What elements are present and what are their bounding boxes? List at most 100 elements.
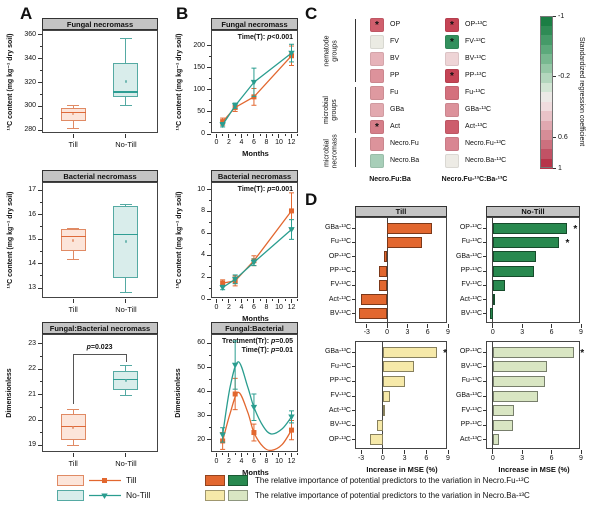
bar-op-c bbox=[492, 222, 568, 234]
x-tick bbox=[125, 299, 127, 303]
y-tick-label: 300 bbox=[24, 102, 36, 110]
x-minor-tick bbox=[234, 299, 236, 301]
importance-swatch bbox=[228, 475, 248, 486]
y-tick bbox=[38, 368, 42, 370]
y-tick bbox=[38, 58, 42, 60]
whisker-cap bbox=[119, 395, 132, 397]
whisker-no-till bbox=[125, 278, 127, 293]
x-tick bbox=[215, 134, 217, 138]
marker-square bbox=[220, 280, 226, 286]
y-tick-label: 10 bbox=[197, 185, 205, 193]
y-tick bbox=[207, 111, 211, 113]
marker-triangle-down bbox=[219, 432, 226, 439]
series-canvas bbox=[219, 43, 295, 129]
legend-label-no-till: No-Till bbox=[126, 490, 151, 500]
cat-tick bbox=[483, 366, 486, 368]
x-tick bbox=[580, 324, 582, 328]
colorbar-tick bbox=[553, 167, 556, 169]
x-tick bbox=[265, 134, 267, 138]
marker-triangle-down bbox=[250, 259, 258, 266]
bar-pp-c bbox=[492, 419, 514, 431]
cat-tick bbox=[483, 424, 486, 426]
category-label-act-c: Act-¹³C bbox=[328, 295, 351, 303]
y-tick bbox=[207, 276, 211, 278]
colorbar-step bbox=[540, 101, 553, 112]
group-bracket-line bbox=[355, 138, 356, 167]
legend-swatch-no-till bbox=[57, 490, 84, 501]
whisker-till bbox=[72, 440, 74, 446]
column-footer: Necro.Fu-¹³C:Ba-¹³C bbox=[441, 176, 508, 183]
significance-star: * bbox=[580, 348, 585, 360]
x-tick-label: 4 bbox=[239, 458, 244, 465]
y-tick-label: 13 bbox=[28, 284, 36, 291]
y-tick bbox=[207, 391, 211, 393]
x-tick-label: 3 bbox=[520, 329, 525, 336]
x-axis-label: Months bbox=[242, 468, 269, 477]
heatmap-cell-act-c bbox=[445, 120, 459, 134]
cat-tick bbox=[352, 380, 355, 382]
x-tick-label: 6 bbox=[549, 455, 554, 462]
category-label-till: Till bbox=[68, 305, 78, 314]
plot-area: 280 300 320 340 360 Till No-Till bbox=[24, 30, 158, 149]
x-tick bbox=[492, 324, 494, 328]
x-tick-label: 10 bbox=[275, 458, 283, 465]
x-tick bbox=[290, 134, 292, 138]
cell-label-act: Act bbox=[390, 123, 401, 130]
cat-tick bbox=[352, 439, 355, 441]
importance-text: The relative importance of potential pre… bbox=[255, 491, 530, 500]
cat-tick bbox=[352, 410, 355, 412]
significance-star: * bbox=[573, 224, 578, 236]
whisker-cap bbox=[119, 364, 132, 366]
bar-gba-c bbox=[387, 222, 433, 234]
x-minor-tick bbox=[284, 299, 286, 301]
x-tick-label: -3 bbox=[363, 329, 370, 336]
y-tick-label: 0 bbox=[201, 295, 205, 302]
x-tick bbox=[360, 450, 362, 454]
cell-label-fv-c: FV-¹³C bbox=[465, 38, 486, 45]
legend-treatments: Till No-Till bbox=[55, 474, 195, 506]
category-label-bv-c: BV-¹³C bbox=[330, 309, 351, 317]
x-tick-label: 10 bbox=[275, 139, 283, 146]
heatmap-cell-fu-c bbox=[445, 86, 459, 100]
plot-area: 20 30 40 50 60 0 2 4 6 8 10 12 Months Treatment(Tr): … bbox=[197, 334, 299, 477]
legend-swatch-till bbox=[57, 475, 84, 486]
chart-title: Till bbox=[355, 206, 447, 217]
y-tick-label: 6 bbox=[201, 229, 205, 237]
importance-text: The relative importance of potential pre… bbox=[255, 476, 530, 485]
y-tick-label: 340 bbox=[24, 54, 36, 62]
whisker-no-till bbox=[125, 389, 127, 396]
legend-importance: The relative importance of potential pre… bbox=[205, 474, 599, 506]
x-minor-tick bbox=[247, 134, 249, 136]
heatmap-cell-bv bbox=[370, 52, 384, 66]
bar-bv-c bbox=[492, 361, 547, 373]
chart-title: Fungal:Bacterial necromass bbox=[42, 322, 158, 334]
y-tick bbox=[38, 34, 42, 36]
barchart-notill-necrofu: No-Till OP-¹³C * Fu-¹³C * GBa-¹³C PP-¹³C FV-¹³C… bbox=[456, 206, 583, 336]
mean-dot bbox=[71, 239, 75, 242]
y-axis-label: Dimensionless bbox=[175, 368, 182, 418]
cat-tick bbox=[352, 366, 355, 368]
category-label-act-c: Act-¹³C bbox=[459, 435, 482, 443]
whisker-cap bbox=[67, 127, 80, 129]
cell-label-bv: BV bbox=[390, 55, 400, 62]
cell-star: * bbox=[450, 20, 454, 31]
heatmap-cell-fu bbox=[370, 86, 384, 100]
y-minor-tick bbox=[209, 200, 211, 201]
colorbar-step bbox=[540, 44, 553, 55]
category-label-fu-c: Fu-¹³C bbox=[330, 238, 351, 246]
x-tick bbox=[290, 299, 292, 303]
bar-bv-c bbox=[358, 308, 388, 320]
x-tick bbox=[551, 450, 553, 454]
y-minor-tick bbox=[40, 356, 42, 358]
x-tick bbox=[125, 453, 127, 457]
mean-dot bbox=[71, 112, 75, 116]
cell-label-bv-c: BV-¹³C bbox=[465, 55, 486, 62]
p-value-label: p=0.023 bbox=[86, 344, 113, 352]
cell-label-pp: PP bbox=[390, 72, 400, 79]
x-tick-label: 9 bbox=[446, 329, 450, 336]
y-tick-label: 22 bbox=[28, 365, 36, 373]
y-minor-tick bbox=[40, 226, 42, 228]
chart-fungal-necromass-timeseries: Fungal necromass 0 50 100 150 200 0 2 4 6 8 10 12 Mon… bbox=[176, 18, 299, 158]
plot-area: 13 14 15 16 17 Till No-Till bbox=[28, 182, 158, 314]
